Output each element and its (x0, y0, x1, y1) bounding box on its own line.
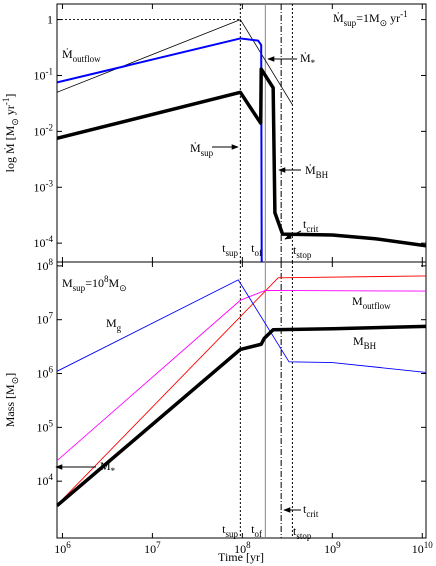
time-label: tstop (293, 243, 312, 260)
x-tick-label: 106 (54, 540, 71, 556)
annotation-part: * (111, 466, 116, 476)
time-label: tsup (222, 522, 238, 539)
y-axis-label-part: ⊙ (10, 377, 20, 385)
y-axis-label-part: ] (3, 373, 17, 377)
series-line (57, 289, 426, 462)
annotation-part: Ṁ (62, 47, 73, 61)
y-axis-label-part: -1 (1, 98, 11, 106)
x-tick-label: 108 (234, 540, 251, 556)
y-tick-label: 108 (37, 257, 54, 273)
annotation: Ṁsup=1M⊙ yr-1 (333, 9, 408, 28)
y-axis-label-part: ⊙ (10, 118, 20, 126)
series-line (57, 275, 426, 506)
time-label-part: crit (306, 224, 318, 234)
annotation-part: M (100, 459, 111, 473)
annotation-part: =1M (356, 11, 380, 25)
annotation-part: ⊙ (119, 283, 127, 293)
time-label-part: of (255, 248, 263, 258)
x-tick-label: 107 (144, 540, 161, 556)
annotation: Ṁoutflow (62, 47, 101, 64)
annotation-part: -1 (400, 9, 408, 19)
time-label: tof (251, 241, 262, 258)
time-label-part: t (222, 522, 226, 536)
annotation-part: M (353, 334, 364, 348)
y-tick-label: 10-2 (34, 122, 54, 138)
y-axis-label-part: ] (3, 94, 17, 98)
annotation-part: outflow (73, 54, 101, 64)
annotation-part: M (106, 316, 117, 330)
top-frame (56, 3, 427, 263)
annotation-part: M (352, 294, 363, 308)
annotation-part: =10 (85, 276, 104, 290)
annotation-part: sup (201, 148, 214, 158)
annotation-part: * (311, 58, 316, 68)
annotation-part: 8 (104, 274, 109, 284)
y-tick-label: 106 (37, 365, 54, 381)
x-tick-label: 109 (324, 540, 341, 556)
time-label-part: sup (225, 248, 238, 258)
annotation-part: Ṁ (300, 51, 311, 65)
y-tick-label: 1 (47, 13, 53, 27)
y-tick-label: 107 (37, 311, 54, 327)
y-axis-label-part: Mass [M (3, 384, 17, 427)
annotation: Ṁ* (300, 51, 316, 68)
y-axis-label-part: yr (3, 105, 17, 118)
annotation: Mg (106, 316, 122, 333)
time-label-part: t (293, 243, 297, 257)
time-label-part: stop (296, 250, 312, 260)
series-line (57, 324, 426, 508)
time-label-part: t (251, 522, 255, 536)
series-line (57, 279, 426, 373)
time-label-part: t (303, 217, 307, 231)
annotation: M* (100, 459, 116, 476)
annotation-part: outflow (363, 301, 391, 311)
annotation-part: sup (73, 283, 86, 293)
time-label-part: of (255, 529, 263, 539)
time-label: tcrit (303, 217, 319, 234)
time-label: tstop (293, 524, 312, 541)
annotation-part: BH (364, 341, 377, 351)
annotation: ṀBH (305, 163, 329, 180)
y-axis-label: log Ṁ [M⊙ yr-1] (1, 94, 20, 173)
time-label: tcrit (303, 502, 319, 519)
annotation: Moutflow (352, 294, 391, 311)
time-label-part: t (293, 524, 297, 538)
annotation: Msup=108M⊙ (62, 274, 127, 293)
bottom-frame (56, 261, 427, 539)
y-tick-label: 105 (37, 418, 54, 434)
time-label-part: t (303, 502, 307, 516)
y-axis-label-part: log Ṁ [M (3, 125, 17, 172)
annotation-part: Ṁ (305, 163, 316, 177)
annotation: Ṁsup (190, 141, 214, 158)
time-label: tof (251, 522, 262, 539)
time-label-part: t (251, 241, 255, 255)
time-label-part: sup (225, 529, 238, 539)
annotation-part: M (62, 276, 73, 290)
annotation-part: ⊙ (380, 18, 388, 28)
time-label: tsup (222, 241, 238, 258)
x-axis-label: Time [yr] (218, 550, 264, 564)
annotation-part: yr (387, 11, 400, 25)
x-tick-label: 1010 (412, 540, 434, 556)
time-label-part: stop (296, 531, 312, 541)
annotation-part: sup (344, 18, 357, 28)
time-label-part: crit (306, 509, 318, 519)
annotation-part: BH (316, 170, 329, 180)
y-tick-label: 10-4 (34, 234, 54, 250)
series-line (57, 67, 426, 248)
series-line (57, 37, 263, 262)
y-tick-label: 10-3 (34, 178, 54, 194)
annotation-part: M (108, 276, 119, 290)
y-axis-label: Mass [M⊙] (3, 373, 20, 428)
time-label-part: t (222, 241, 226, 255)
y-tick-label: 10-1 (34, 66, 54, 82)
annotation-part: Ṁ (333, 11, 344, 25)
y-tick-label: 104 (37, 472, 54, 488)
annotation-part: Ṁ (190, 141, 201, 155)
annotation: MBH (353, 334, 377, 351)
annotation-part: g (117, 323, 122, 333)
